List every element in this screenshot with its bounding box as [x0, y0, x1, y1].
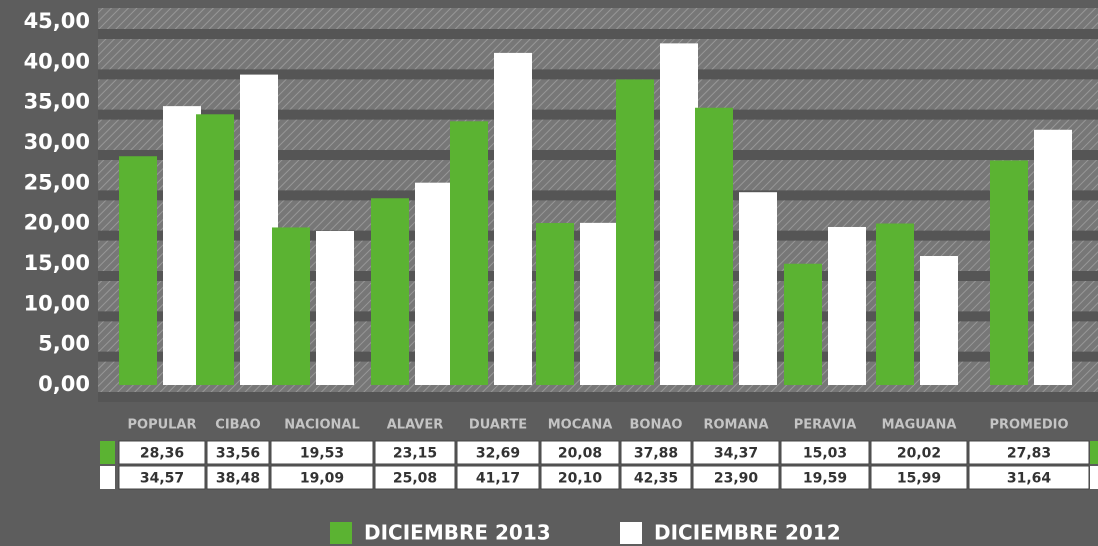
table-value: 32,69 — [476, 446, 520, 462]
table-cell — [374, 440, 456, 465]
table-swatch — [1090, 466, 1098, 489]
y-tick-label: 25,00 — [24, 170, 90, 194]
legend-swatch — [330, 522, 352, 544]
table-value: 34,57 — [140, 471, 184, 487]
bar — [784, 263, 822, 385]
bar — [828, 226, 866, 385]
table-cell — [968, 465, 1090, 490]
table-value: 20,10 — [558, 471, 603, 487]
x-tick-label: MAGUANA — [882, 418, 957, 433]
table-swatch — [1090, 441, 1098, 464]
table-value: 23,15 — [393, 446, 437, 462]
table-value: 34,37 — [714, 446, 758, 462]
y-tick-label: 35,00 — [24, 90, 90, 114]
table-cell — [118, 465, 206, 490]
table-value: 15,03 — [803, 446, 847, 462]
table-value: 38,48 — [216, 471, 260, 487]
table-cell — [780, 465, 870, 490]
table-value: 27,83 — [1007, 446, 1051, 462]
legend-label: DICIEMBRE 2013 — [364, 521, 551, 545]
legend-swatch — [620, 522, 642, 544]
table-cell — [206, 440, 270, 465]
table-value: 33,56 — [216, 446, 260, 462]
x-tick-label: PERAVIA — [794, 418, 857, 433]
bar — [876, 223, 914, 385]
table-cell — [456, 440, 540, 465]
table-value: 41,17 — [476, 471, 520, 487]
x-tick-label: DUARTE — [469, 418, 527, 433]
bar — [536, 223, 574, 385]
y-tick-label: 30,00 — [24, 130, 90, 154]
bar — [580, 222, 618, 385]
table-cell — [206, 465, 270, 490]
bar — [990, 160, 1028, 385]
table-value: 25,08 — [393, 471, 437, 487]
x-tick-label: POPULAR — [127, 418, 196, 433]
table-value: 28,36 — [140, 446, 184, 462]
bar — [616, 79, 654, 386]
y-tick-label: 0,00 — [38, 372, 90, 396]
table-cell — [270, 465, 374, 490]
bar — [371, 198, 409, 385]
bar — [316, 231, 354, 385]
table-value: 19,53 — [300, 446, 344, 462]
table-cell — [270, 440, 374, 465]
bar — [415, 182, 453, 385]
table-cell — [692, 465, 780, 490]
y-tick-label: 5,00 — [38, 332, 90, 356]
table-value: 31,64 — [1007, 471, 1052, 487]
table-value: 19,09 — [300, 471, 344, 487]
bar — [272, 227, 310, 385]
x-tick-label: CIBAO — [215, 418, 260, 433]
bar — [739, 192, 777, 385]
y-tick-label: 20,00 — [24, 211, 90, 235]
bar — [695, 107, 733, 386]
bar — [494, 52, 532, 386]
bar — [196, 114, 234, 386]
table-cell — [968, 440, 1090, 465]
x-tick-label: NACIONAL — [284, 418, 360, 433]
table-swatch — [100, 466, 115, 489]
x-tick-label: ROMANA — [704, 418, 769, 433]
legend-label: DICIEMBRE 2012 — [654, 521, 841, 545]
bar — [163, 106, 201, 386]
table-value: 20,08 — [558, 446, 602, 462]
table-value: 15,99 — [897, 471, 941, 487]
x-tick-label: MOCANA — [548, 418, 613, 433]
table-cell — [620, 465, 692, 490]
bar — [920, 256, 958, 385]
y-tick-label: 45,00 — [24, 9, 90, 33]
y-tick-label: 40,00 — [24, 49, 90, 73]
bar — [240, 74, 278, 385]
table-cell — [540, 465, 620, 490]
table-value: 23,90 — [714, 471, 759, 487]
y-tick-label: 15,00 — [24, 251, 90, 275]
x-tick-label: BONAO — [630, 418, 683, 433]
table-swatch — [100, 441, 115, 464]
bar — [660, 43, 698, 385]
table-cell — [780, 440, 870, 465]
table-value: 20,02 — [897, 446, 941, 462]
bar — [450, 121, 488, 386]
table-cell — [456, 465, 540, 490]
table-value: 37,88 — [634, 446, 678, 462]
x-tick-label: ALAVER — [387, 418, 443, 433]
table-cell — [870, 465, 968, 490]
table-cell — [118, 440, 206, 465]
table-cell — [540, 440, 620, 465]
table-cell — [870, 440, 968, 465]
table-value: 42,35 — [634, 471, 678, 487]
table-value: 19,59 — [803, 471, 847, 487]
table-cell — [374, 465, 456, 490]
bar — [119, 156, 157, 385]
x-tick-label: PROMEDIO — [989, 418, 1068, 433]
bar — [1034, 129, 1072, 385]
table-cell — [692, 440, 780, 465]
y-tick-label: 10,00 — [24, 291, 90, 315]
table-cell — [620, 440, 692, 465]
